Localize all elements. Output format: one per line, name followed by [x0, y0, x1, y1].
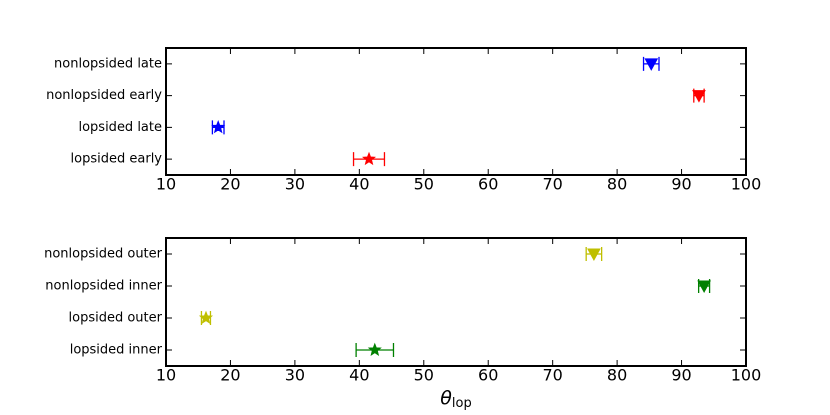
x-tick-label: 100 — [731, 366, 762, 385]
marker — [644, 58, 659, 71]
x-tick-label: 20 — [220, 366, 240, 385]
x-tick-label: 60 — [478, 175, 498, 194]
x-label-symbol: θ — [440, 387, 452, 409]
x-tick-label: 10 — [156, 366, 176, 385]
marker — [692, 90, 706, 103]
x-tick-label: 30 — [285, 366, 305, 385]
x-tick-label: 70 — [542, 175, 562, 194]
x-tick-label: 40 — [349, 175, 369, 194]
plot-area — [165, 237, 747, 367]
x-tick-label: 90 — [671, 366, 691, 385]
x-tick-label: 80 — [607, 366, 627, 385]
y-tick-label: lopsided early — [71, 152, 163, 167]
marker — [367, 342, 382, 357]
plot-area — [165, 47, 747, 176]
y-tick-label: lopsided late — [78, 120, 162, 135]
marker — [697, 280, 711, 294]
y-tick-label: nonlopsided inner — [45, 279, 162, 294]
x-label-subscript: lop — [452, 396, 472, 411]
x-tick-label: 30 — [285, 175, 305, 194]
x-axis-label: θlop — [440, 387, 471, 411]
x-tick-label: 80 — [607, 175, 627, 194]
x-tick-label: 90 — [671, 175, 691, 194]
x-tick-label: 20 — [220, 175, 240, 194]
x-tick-label: 100 — [731, 175, 762, 194]
x-tick-label: 60 — [478, 366, 498, 385]
x-tick-label: 70 — [542, 366, 562, 385]
y-tick-label: nonlopsided outer — [44, 247, 163, 262]
y-tick-label: lopsided inner — [70, 343, 163, 358]
marker — [198, 310, 214, 325]
x-tick-label: 10 — [156, 175, 176, 194]
y-tick-label: nonlopsided early — [46, 88, 162, 103]
marker — [587, 248, 601, 262]
marker — [362, 151, 376, 166]
x-tick-label: 50 — [414, 366, 434, 385]
y-tick-label: nonlopsided late — [54, 56, 162, 71]
y-tick-label: lopsided outer — [69, 311, 163, 326]
x-tick-label: 40 — [349, 366, 369, 385]
marker — [211, 120, 226, 134]
x-tick-label: 50 — [414, 175, 434, 194]
